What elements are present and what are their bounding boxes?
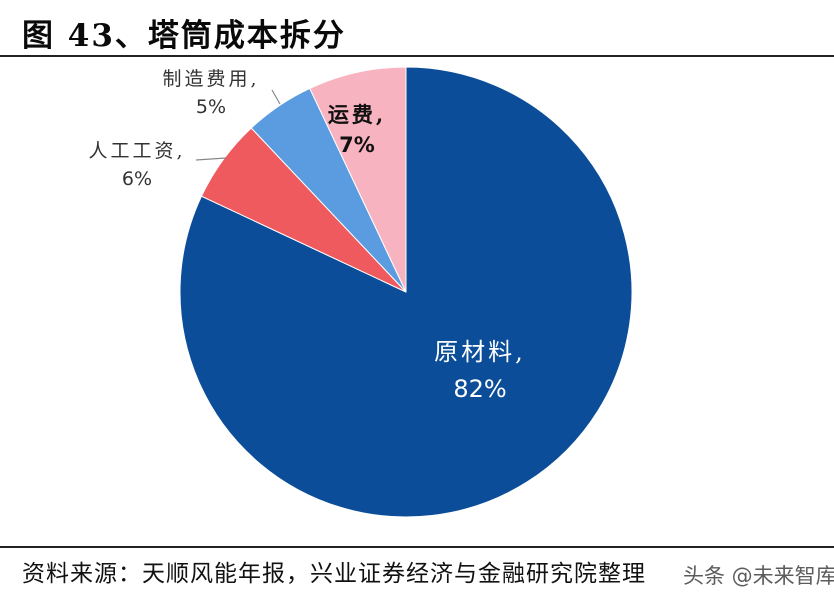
label-freight-pct: 7%: [339, 133, 375, 158]
label-raw-materials-name: 原材料,: [434, 338, 526, 366]
watermark: 头条 @未来智库: [683, 564, 834, 588]
pie-slice-0: [179, 66, 633, 518]
leader-line-labor: [195, 157, 227, 161]
label-raw-materials: 原材料, 82%: [410, 334, 550, 408]
source-note: 资料来源：天顺风能年报，兴业证券经济与金融研究院整理: [22, 561, 646, 587]
pie-slice-3: [309, 66, 407, 293]
label-manufacturing-name: 制造费用,: [162, 68, 260, 90]
label-manufacturing: 制造费用, 5%: [146, 66, 276, 121]
label-labor: 人工工资, 6%: [72, 138, 202, 193]
label-labor-pct: 6%: [121, 167, 153, 190]
label-labor-name: 人工工资,: [88, 140, 186, 162]
label-freight-name: 运费,: [327, 102, 387, 127]
leader-line-manufacturing: [271, 89, 281, 105]
figure-title: 图 43、塔筒成本拆分: [22, 18, 346, 54]
label-freight: 运费, 7%: [312, 100, 402, 161]
top-rule: [0, 55, 834, 57]
label-manufacturing-pct: 5%: [195, 95, 227, 118]
label-raw-materials-pct: 82%: [453, 375, 507, 404]
pie-slices: [179, 66, 633, 518]
bottom-rule: [0, 546, 834, 548]
